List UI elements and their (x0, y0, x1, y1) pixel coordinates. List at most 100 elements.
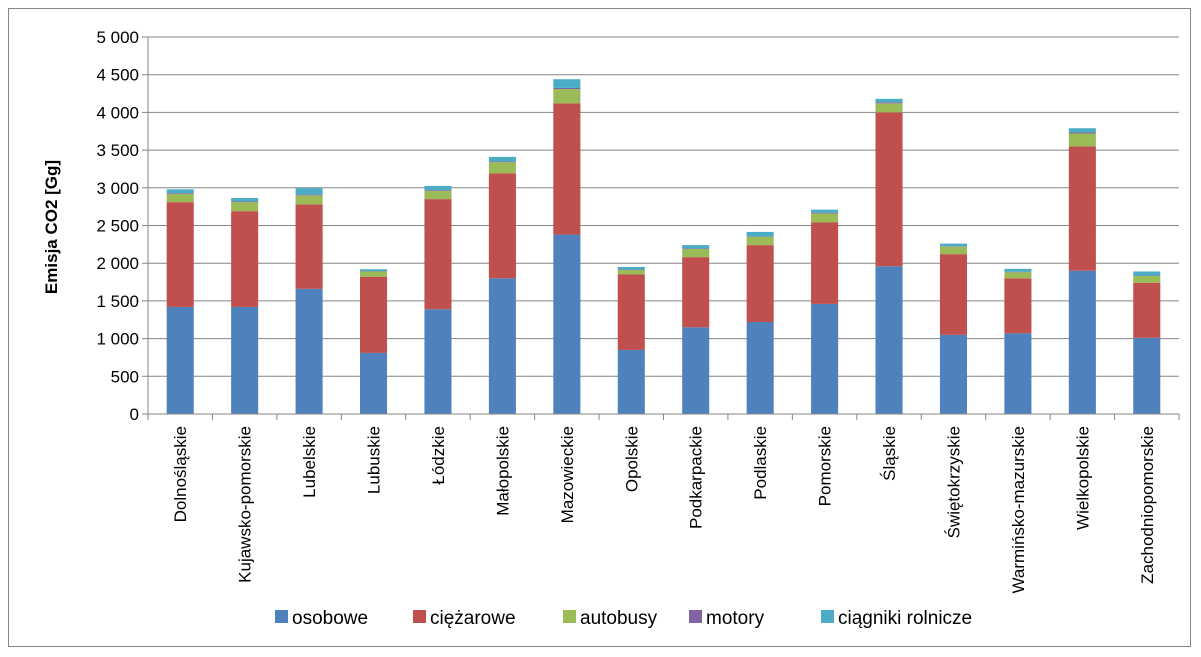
legend-label: autobusy (580, 608, 658, 629)
legend-label: motory (706, 608, 765, 629)
bar-segment (359, 269, 388, 272)
x-tick-label: Mazowieckie (558, 426, 577, 523)
bar-segment (939, 243, 968, 247)
y-tick-label: 1 500 (96, 292, 139, 311)
bar-segment (875, 98, 903, 103)
legend-swatch (689, 610, 702, 623)
bar-segment (1004, 278, 1032, 334)
bar-segment (488, 156, 516, 162)
legend-swatch (563, 610, 576, 623)
bar-segment (424, 185, 452, 191)
bar-segment (811, 212, 839, 214)
bar-segment (359, 352, 388, 414)
bar-segment (231, 201, 259, 203)
bar-segment (488, 278, 516, 414)
bar-segment (1133, 271, 1161, 276)
bar-segment (295, 195, 323, 205)
bar-segment (617, 274, 645, 350)
y-tick-labels: 0 500 1 000 1 500 2 000 2 500 3 000 3 500 4 000 4… (96, 28, 139, 424)
bar-segment (746, 231, 774, 237)
bar-segment (811, 222, 839, 304)
x-tick-label: Opolskie (622, 426, 641, 492)
bar-segment (875, 112, 903, 267)
bar-segment (811, 213, 839, 223)
y-tick-label: 500 (111, 367, 139, 386)
x-tick-label: Podlaskie (751, 426, 770, 500)
bar-segment (939, 254, 968, 335)
legend-label: osobowe (292, 608, 368, 629)
chart-frame: Emisja CO2 [Gg] 0 500 1 000 1 500 2 000 2 500… (8, 8, 1191, 647)
bar-segment (553, 89, 581, 104)
bar-segment (811, 303, 839, 414)
bar-segment (875, 266, 903, 414)
bar-segment (231, 202, 259, 212)
bars (166, 79, 1161, 414)
bar-segment (617, 269, 645, 275)
legend-swatch (413, 610, 426, 623)
y-tick-label: 4 000 (96, 103, 139, 122)
bar-segment (875, 103, 903, 113)
y-axis-label: Emisja CO2 [Gg] (42, 160, 61, 294)
bar-segment (488, 161, 516, 163)
bar-segment (1068, 270, 1096, 414)
bar-segment (424, 199, 452, 310)
bar-segment (1133, 276, 1161, 283)
bar-segment (166, 202, 194, 307)
bar-segment (1068, 132, 1096, 134)
y-tick-label: 0 (130, 405, 139, 424)
x-tick-label: Podkarpackie (687, 426, 706, 529)
bar-segment (166, 306, 194, 414)
bar-segment (746, 322, 774, 414)
bar-segment (488, 162, 516, 174)
x-tick-label: Śląskie (880, 426, 899, 481)
x-tick-label: Łódzkie (429, 426, 448, 485)
bar-segment (746, 245, 774, 323)
x-tick-label: Lubelskie (300, 426, 319, 498)
bar-segment (939, 334, 968, 414)
bar-segment (424, 190, 452, 200)
bar-segment (1133, 282, 1161, 338)
bar-segment (682, 257, 710, 328)
bar-segment (295, 204, 323, 289)
bar-segment (424, 309, 452, 414)
bar-segment (295, 194, 323, 196)
axes (147, 37, 1179, 415)
x-tick-label: Małopolskie (493, 426, 512, 516)
y-tick-label: 4 500 (96, 66, 139, 85)
x-tick-label: Warmińsko-mazurskie (1009, 426, 1028, 594)
bar-segment (1004, 333, 1032, 414)
bar-segment (553, 103, 581, 235)
y-tick-label: 3 000 (96, 179, 139, 198)
bar-segment (295, 188, 323, 195)
bar-segment (617, 266, 645, 270)
x-tick-label: Dolnośląskie (171, 426, 190, 522)
y-tick-label: 1 000 (96, 330, 139, 349)
bar-segment (1068, 146, 1096, 271)
y-tick-label: 3 500 (96, 141, 139, 160)
bar-segment (166, 193, 194, 194)
bar-segment (231, 211, 259, 307)
bar-segment (617, 349, 645, 414)
legend-swatch (821, 610, 834, 623)
legend: osobowe ciężarowe autobusy motory ciągniki r… (275, 608, 972, 629)
y-tick-label: 2 000 (96, 254, 139, 273)
bar-segment (1068, 128, 1096, 133)
bar-segment (939, 246, 968, 255)
bar-segment (1133, 337, 1161, 414)
bar-segment (875, 102, 903, 104)
bar-segment (231, 306, 259, 414)
bar-segment (488, 173, 516, 279)
bar-segment (682, 327, 710, 414)
legend-swatch (275, 610, 288, 623)
bar-segment (746, 236, 774, 246)
bar-segment (1004, 268, 1032, 272)
bar-segment (553, 79, 581, 88)
bar-segment (424, 190, 452, 191)
x-tick-label: Lubuskie (365, 426, 384, 494)
x-tick-label: Pomorskie (816, 426, 835, 506)
bar-segment (359, 271, 388, 277)
legend-label: ciężarowe (430, 608, 516, 629)
x-tick-label: Zachodniopomorskie (1138, 426, 1157, 584)
bar-segment (166, 193, 194, 203)
bar-segment (811, 209, 839, 213)
